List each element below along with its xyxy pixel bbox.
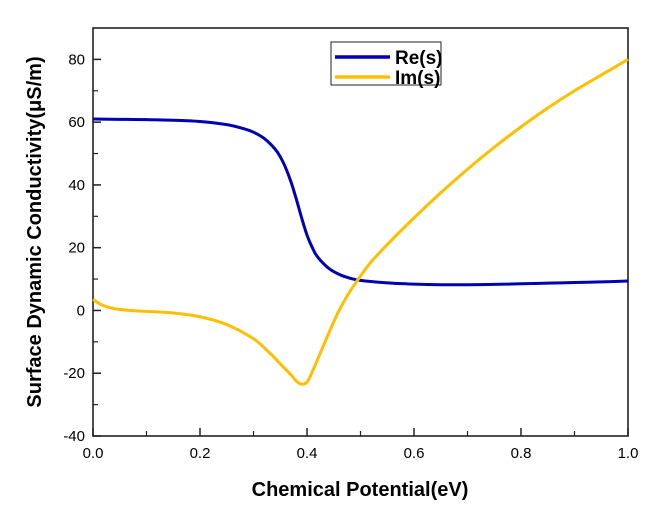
x-axis-ticks: 0.0 0.2 0.4 0.6 0.8 1.0 [83,428,639,462]
legend-label-re: Re(s) [395,48,443,69]
y-axis-ticks: -40 -20 0 20 40 60 80 [63,51,101,445]
y-tick-label: 20 [68,240,85,257]
legend: Re(s) Im(s) [330,41,443,89]
y-tick-label: -40 [63,428,85,445]
legend-label-im: Im(s) [395,68,440,89]
y-tick-label: 80 [68,51,85,68]
x-tick-label: 0.6 [404,445,425,462]
x-tick-label: 1.0 [618,445,639,462]
x-tick-label: 0.0 [83,445,104,462]
x-tick-label: 0.4 [297,445,318,462]
y-tick-label: 0 [77,302,85,319]
x-tick-label: 0.2 [190,445,211,462]
series-line-im [92,58,629,386]
y-tick-label: -20 [63,365,85,382]
y-tick-label: 40 [68,177,85,194]
y-tick-label: 60 [68,114,85,131]
x-tick-label: 0.8 [511,445,532,462]
series-group [92,58,629,386]
plot-frame [92,27,629,437]
series-line-re [92,117,629,287]
x-axis-title: Chemical Potential(eV) [252,479,469,501]
y-axis-title: Surface Dynamic Conductivity(μS/m) [24,56,46,407]
